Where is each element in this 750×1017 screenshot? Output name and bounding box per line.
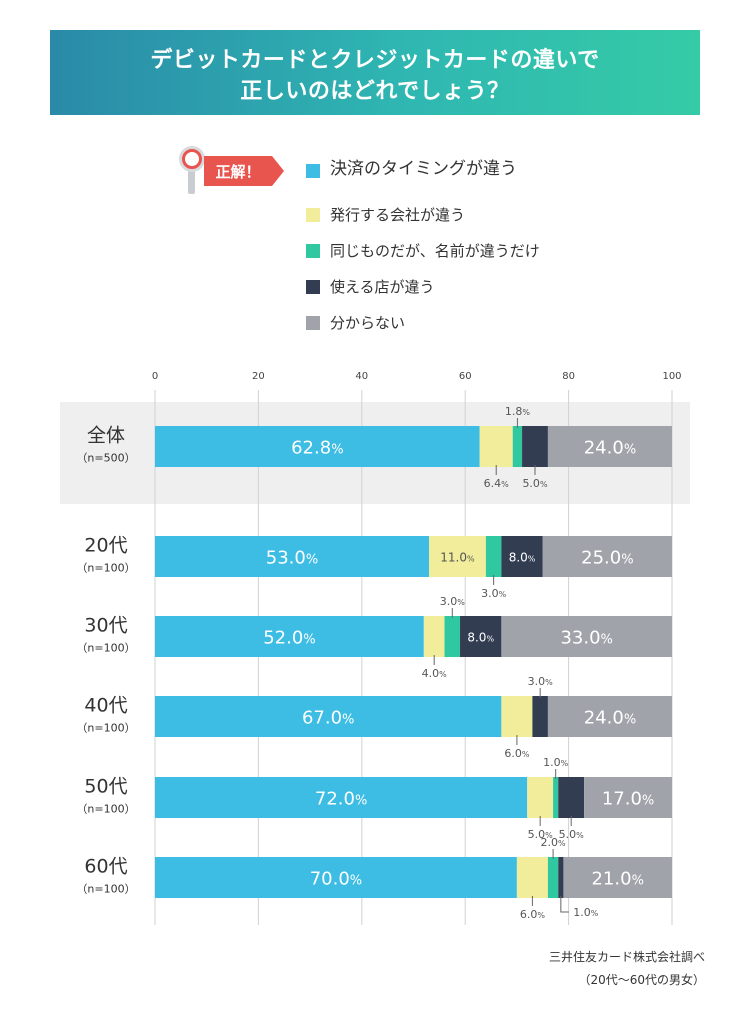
data-label: 5.0% bbox=[522, 477, 548, 490]
bar-segment bbox=[512, 426, 523, 467]
data-label: 6.4% bbox=[484, 477, 509, 490]
data-label: 4.0% bbox=[422, 667, 448, 680]
bar-segment bbox=[558, 777, 585, 818]
data-label: 62.8% bbox=[291, 438, 343, 459]
data-label: 5.0% bbox=[528, 828, 554, 841]
x-tick-label: 40 bbox=[355, 371, 368, 382]
data-label: 2.0% bbox=[541, 836, 567, 849]
data-label: 5.0% bbox=[559, 828, 585, 841]
data-label: 53.0% bbox=[266, 548, 318, 569]
data-label: 70.0% bbox=[310, 869, 362, 890]
data-label: 52.0% bbox=[263, 628, 315, 649]
data-label: 21.0% bbox=[591, 869, 643, 890]
bar-segment bbox=[522, 426, 548, 467]
bar-segment bbox=[584, 777, 672, 818]
leader-line bbox=[560, 896, 569, 913]
data-label: 8.0% bbox=[509, 551, 536, 565]
x-tick-label: 60 bbox=[459, 371, 472, 382]
correct-answer-badge: 正解！ bbox=[179, 146, 284, 194]
bar-segment bbox=[547, 426, 672, 467]
data-label: 3.0% bbox=[528, 675, 554, 688]
bar-segment bbox=[547, 696, 672, 737]
row-label: 全体 bbox=[87, 425, 125, 447]
bar-segment bbox=[558, 857, 564, 898]
data-label: 17.0% bbox=[602, 789, 654, 810]
data-label: 1.0% bbox=[573, 906, 599, 919]
data-label: 1.0% bbox=[543, 756, 569, 769]
data-label: 3.0% bbox=[440, 595, 466, 608]
x-tick-label: 20 bbox=[252, 371, 265, 382]
bar-segment bbox=[563, 857, 672, 898]
data-label: 24.0% bbox=[584, 708, 636, 729]
legend-label: 決済のタイミングが違う bbox=[330, 159, 517, 179]
bar-segment bbox=[501, 536, 543, 577]
x-tick-label: 80 bbox=[562, 371, 575, 382]
data-label: 3.0% bbox=[481, 587, 507, 600]
bar-segment bbox=[542, 536, 672, 577]
bar-segment bbox=[479, 426, 513, 467]
row-label: 50代 bbox=[84, 776, 127, 798]
bar-segment bbox=[429, 536, 486, 577]
bar-segment bbox=[155, 426, 480, 467]
bar-segment bbox=[516, 857, 548, 898]
magnifier-icon bbox=[179, 146, 205, 194]
bar-segment bbox=[547, 857, 559, 898]
data-label: 24.0% bbox=[584, 438, 636, 459]
legend-label: 使える店が違う bbox=[330, 278, 435, 296]
row-n-label: （n=500） bbox=[76, 452, 135, 465]
data-label: 6.0% bbox=[520, 908, 546, 921]
bar-segment bbox=[532, 696, 548, 737]
data-label: 8.0% bbox=[467, 631, 494, 645]
legend-label: 発行する会社が違う bbox=[330, 206, 466, 224]
legend-swatch bbox=[306, 164, 320, 178]
row-label: 20代 bbox=[84, 535, 127, 557]
legend-swatch bbox=[306, 208, 320, 222]
row-n-label: （n=100） bbox=[76, 883, 135, 896]
legend-swatch bbox=[306, 244, 320, 258]
source-line-2: （20代〜60代の男女） bbox=[578, 973, 705, 987]
bar-segment bbox=[155, 616, 424, 657]
data-label: 72.0% bbox=[315, 789, 367, 810]
legend-label: 分からない bbox=[330, 314, 406, 332]
bar-segment bbox=[485, 536, 502, 577]
bar-segment bbox=[155, 777, 528, 818]
data-label: 1.8% bbox=[505, 405, 531, 418]
legend-swatch bbox=[306, 316, 320, 330]
title-banner: デビットカードとクレジットカードの違いで 正しいのはどれでしょう？ bbox=[50, 30, 700, 115]
row-n-label: （n=100） bbox=[76, 803, 135, 816]
source-note: 三井住友カード株式会社調べ （20代〜60代の男女） bbox=[549, 946, 705, 992]
data-label: 11.0% bbox=[440, 551, 475, 565]
bar-segment bbox=[423, 616, 445, 657]
bar-segment bbox=[501, 616, 672, 657]
bar-segment bbox=[444, 616, 461, 657]
data-label: 25.0% bbox=[581, 548, 633, 569]
bar-segment bbox=[527, 777, 554, 818]
row-n-label: （n=100） bbox=[76, 562, 135, 575]
bar-segment bbox=[460, 616, 502, 657]
bar-segment bbox=[553, 777, 559, 818]
row-label: 60代 bbox=[84, 856, 127, 878]
title-line-2: 正しいのはどれでしょう？ bbox=[240, 79, 510, 104]
bar-segment bbox=[501, 696, 533, 737]
data-label: 6.0% bbox=[504, 747, 530, 760]
legend-label: 同じものだが、名前が違うだけ bbox=[330, 242, 540, 260]
source-line-1: 三井住友カード株式会社調べ bbox=[548, 950, 705, 964]
badge-text: 正解！ bbox=[215, 163, 260, 181]
row-n-label: （n=100） bbox=[76, 642, 135, 655]
bar-segment bbox=[155, 857, 517, 898]
stacked-bar-chart: 0 20 40 60 80 100 全体 （n=500） 62.8% 6.4% 1.8% 5.0% 24… bbox=[60, 371, 690, 925]
data-label: 67.0% bbox=[302, 708, 354, 729]
x-tick-label: 100 bbox=[662, 371, 681, 382]
title-line-1: デビットカードとクレジットカードの違いで bbox=[150, 48, 600, 73]
row-n-label: （n=100） bbox=[76, 722, 135, 735]
row-label: 30代 bbox=[84, 615, 127, 637]
bar-segment bbox=[155, 696, 502, 737]
row-label: 40代 bbox=[84, 695, 127, 717]
legend-swatch bbox=[306, 280, 320, 294]
x-tick-label: 0 bbox=[152, 371, 158, 382]
bar-segment bbox=[155, 536, 430, 577]
data-label: 33.0% bbox=[560, 628, 612, 649]
badge-label-shape bbox=[204, 156, 284, 186]
